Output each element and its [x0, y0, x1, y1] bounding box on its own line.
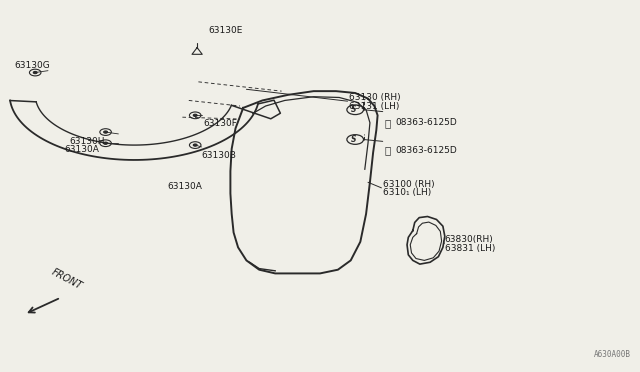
Text: 6310₁ (LH): 6310₁ (LH) [383, 188, 431, 197]
Text: 63130A: 63130A [168, 182, 202, 191]
Text: Ⓢ: Ⓢ [385, 146, 391, 155]
Text: 63130G: 63130G [14, 61, 50, 70]
Circle shape [33, 71, 37, 74]
Circle shape [193, 144, 197, 146]
Text: 08363-6125D: 08363-6125D [396, 118, 457, 127]
Text: 63130 (RH): 63130 (RH) [349, 93, 401, 102]
Circle shape [193, 114, 197, 116]
Text: S: S [351, 105, 356, 114]
Text: 63131 (LH): 63131 (LH) [349, 102, 399, 110]
Text: 63130A: 63130A [64, 145, 99, 154]
Text: 63130B: 63130B [202, 151, 236, 160]
Text: 63830(RH): 63830(RH) [445, 235, 493, 244]
Text: 63130H: 63130H [69, 137, 104, 146]
Text: Ⓢ: Ⓢ [385, 118, 391, 128]
Text: S: S [351, 135, 356, 144]
Text: 63100 (RH): 63100 (RH) [383, 180, 435, 189]
Text: A630A00B: A630A00B [593, 350, 630, 359]
Text: 08363-6125D: 08363-6125D [396, 146, 457, 155]
Text: 63130F: 63130F [204, 119, 237, 128]
Text: 63831 (LH): 63831 (LH) [445, 244, 495, 253]
Text: 63130E: 63130E [208, 26, 243, 35]
Circle shape [104, 131, 108, 133]
Text: FRONT: FRONT [50, 267, 84, 291]
Circle shape [104, 142, 108, 144]
